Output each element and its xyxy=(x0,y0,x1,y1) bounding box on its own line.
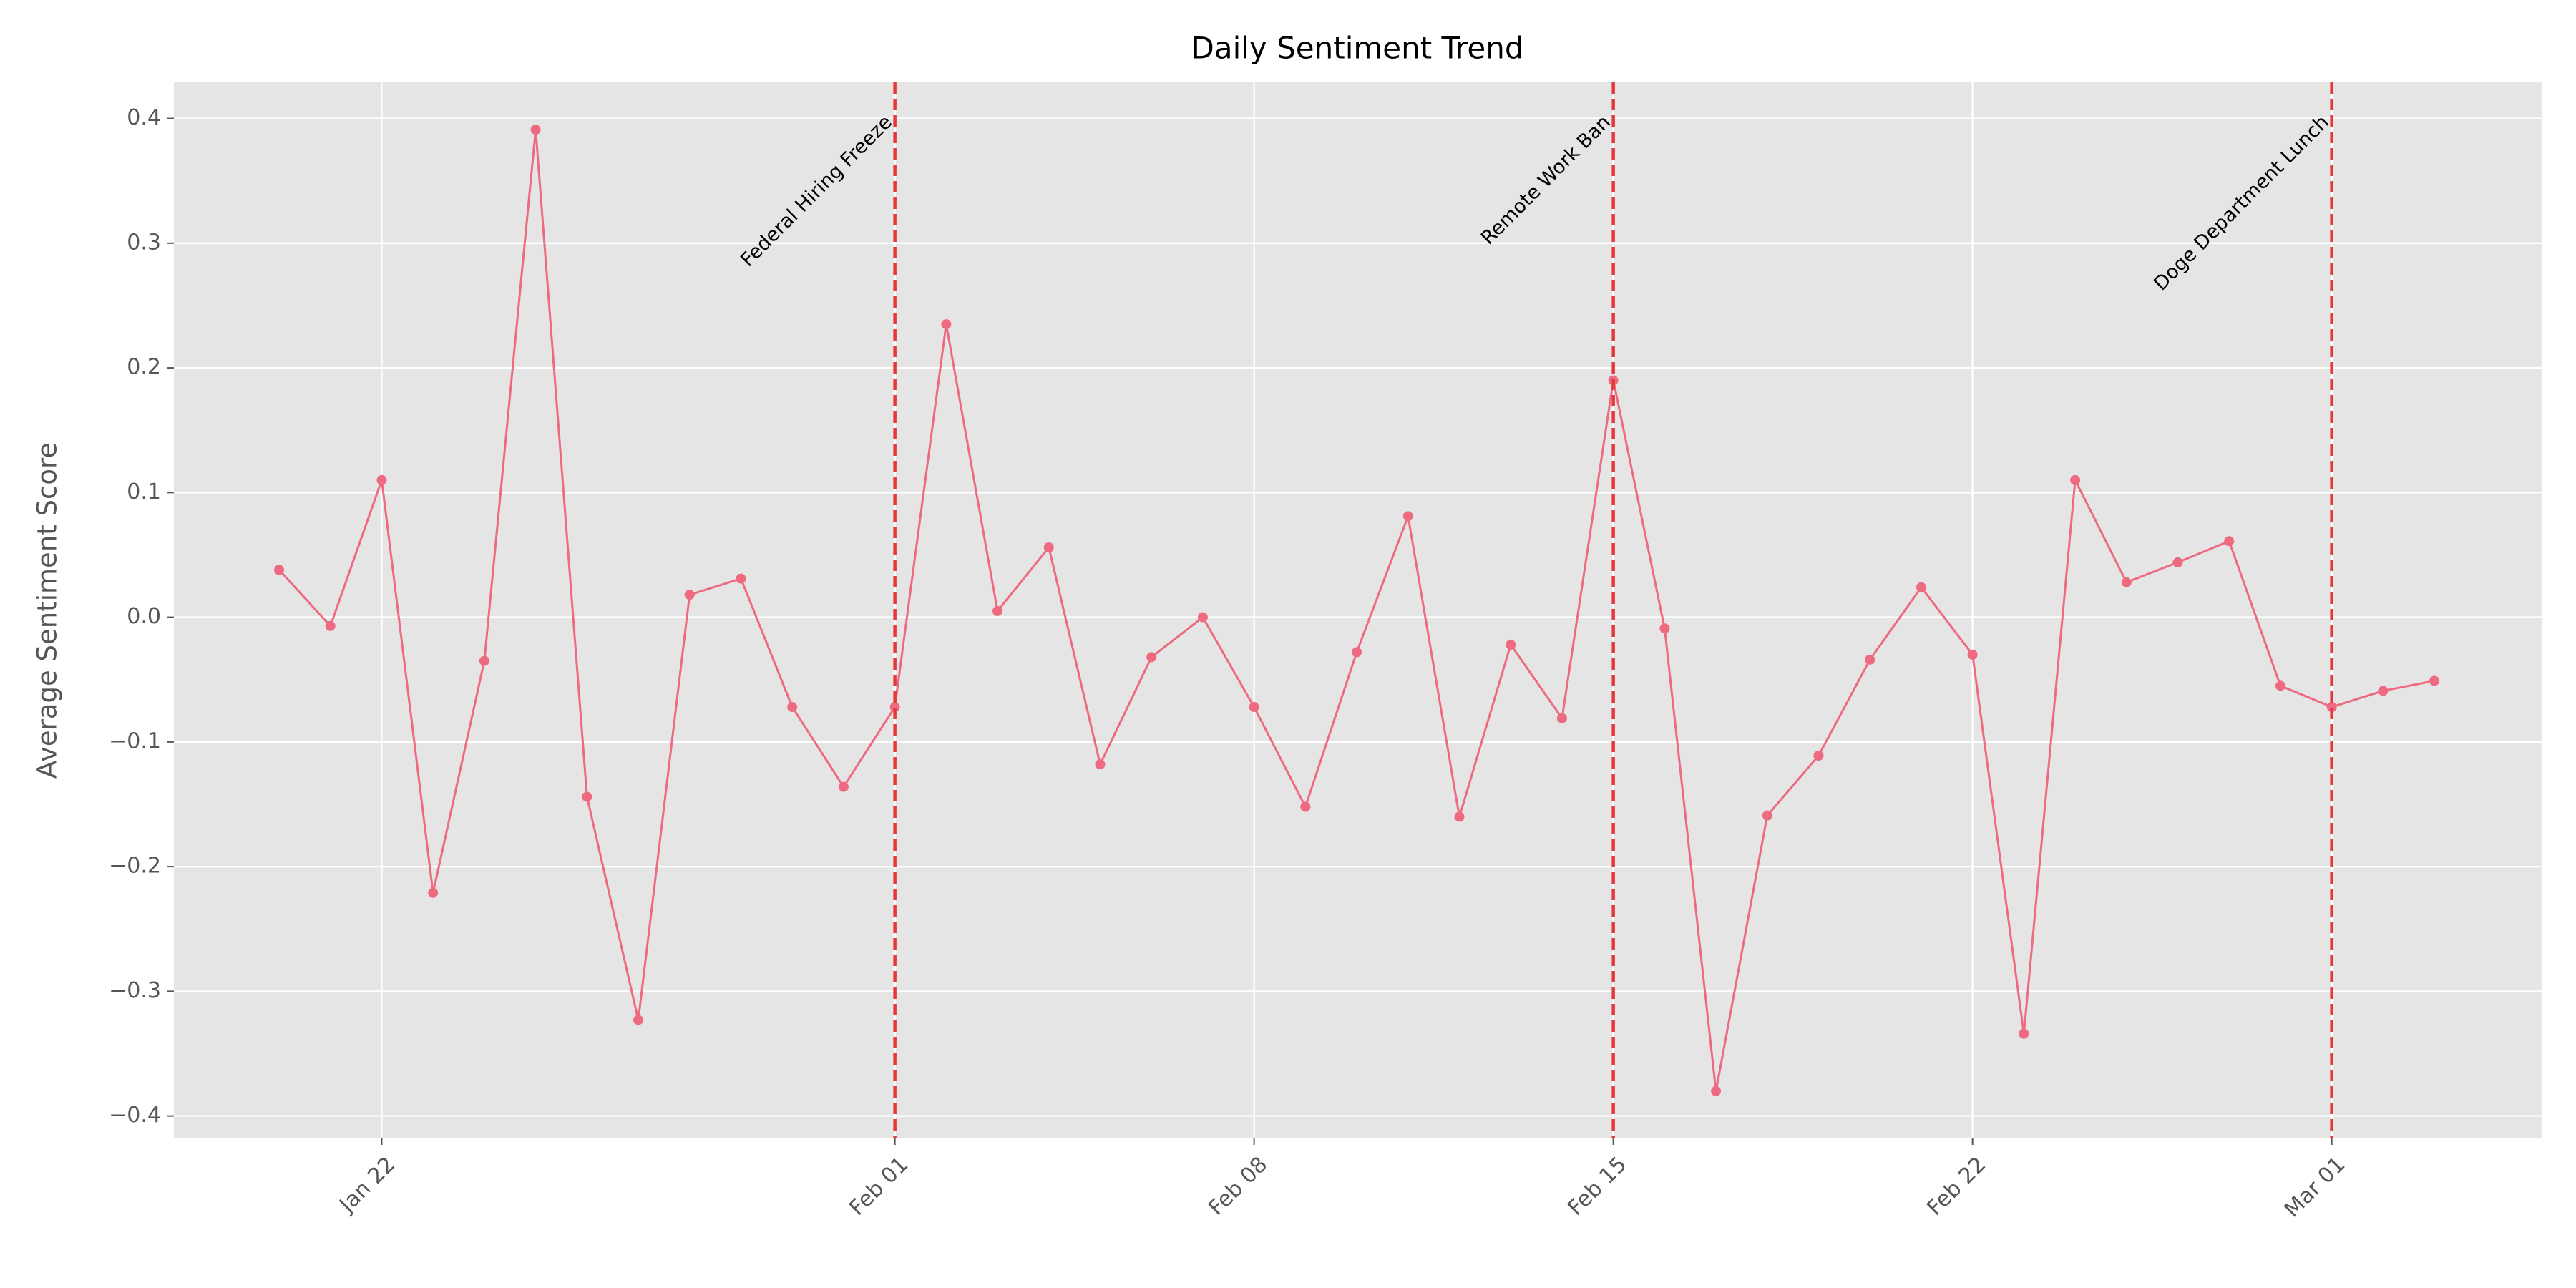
point xyxy=(479,655,489,666)
point xyxy=(2019,1028,2029,1039)
point xyxy=(787,702,798,713)
point xyxy=(2275,680,2285,691)
point xyxy=(1865,654,1875,665)
point xyxy=(1762,810,1772,821)
point xyxy=(1300,801,1311,812)
point xyxy=(2326,702,2337,713)
y-tick-label: 0.3 xyxy=(127,230,161,255)
point xyxy=(1043,542,1054,552)
point xyxy=(684,590,695,600)
point xyxy=(2429,675,2440,686)
point xyxy=(1813,751,1824,761)
x-tick-label: Mar 01 xyxy=(2280,1152,2351,1223)
x-tick-label: Jan 22 xyxy=(334,1152,401,1219)
x-tick-label: Feb 08 xyxy=(1204,1152,1272,1221)
point xyxy=(2378,686,2389,696)
x-tick-label: Feb 22 xyxy=(1922,1152,1991,1221)
point xyxy=(736,573,746,584)
point xyxy=(1352,647,1362,658)
point xyxy=(1454,811,1465,822)
point xyxy=(2172,557,2183,567)
point xyxy=(1095,759,1106,770)
point xyxy=(376,474,387,485)
point xyxy=(1711,1085,1722,1096)
y-tick-label: −0.4 xyxy=(109,1103,161,1128)
y-tick-label: 0.0 xyxy=(127,604,161,629)
point xyxy=(838,781,849,792)
x-tick-label: Feb 01 xyxy=(844,1152,913,1221)
point xyxy=(1197,612,1208,623)
point xyxy=(992,605,1003,616)
point xyxy=(2224,536,2235,547)
y-tick-label: 0.2 xyxy=(127,355,161,380)
x-tick-label: Feb 15 xyxy=(1563,1152,1631,1221)
point xyxy=(1146,652,1157,663)
y-tick-label: 0.1 xyxy=(127,479,161,504)
point xyxy=(1916,582,1926,592)
point xyxy=(1659,623,1670,634)
point xyxy=(1506,639,1516,650)
y-tick-label: −0.2 xyxy=(109,854,161,879)
point xyxy=(1249,702,1259,713)
y-tick-label: −0.1 xyxy=(109,728,161,753)
point xyxy=(274,565,285,575)
point xyxy=(2070,474,2081,485)
point xyxy=(325,620,336,631)
plot-area xyxy=(174,82,2542,1138)
y-tick-label: −0.3 xyxy=(109,978,161,1003)
point xyxy=(1402,511,1413,522)
point xyxy=(889,702,900,713)
chart-title: Daily Sentiment Trend xyxy=(1191,31,1523,66)
point xyxy=(2121,577,2132,587)
point xyxy=(530,125,541,135)
y-tick-label: 0.4 xyxy=(127,105,161,130)
point xyxy=(633,1015,644,1025)
point xyxy=(428,887,439,898)
point xyxy=(1967,649,1978,660)
y-axis-label: Average Sentiment Score xyxy=(32,442,63,779)
point xyxy=(941,319,952,330)
point xyxy=(1556,713,1567,723)
point xyxy=(582,791,592,802)
